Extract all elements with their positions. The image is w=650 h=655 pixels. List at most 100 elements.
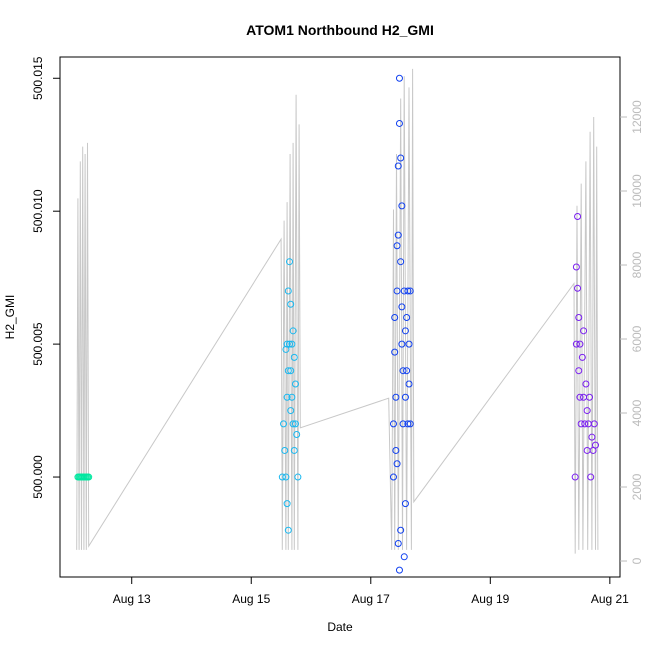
data-point: [398, 340, 406, 348]
data-point: [398, 303, 406, 311]
data-point: [290, 446, 298, 454]
data-point: [406, 420, 414, 428]
data-point: [85, 473, 93, 481]
data-point: [575, 314, 583, 322]
data-point: [576, 393, 584, 401]
data-point: [393, 242, 401, 250]
data-point: [394, 231, 402, 239]
data-point: [285, 258, 293, 266]
x-axis-label: Date: [327, 620, 353, 634]
data-point: [393, 287, 401, 295]
data-point: [401, 393, 409, 401]
data-point: [576, 340, 584, 348]
data-point: [283, 393, 291, 401]
y2-tick-label: 10000: [630, 174, 644, 208]
data-point: [404, 420, 412, 428]
x-tick-label: Aug 21: [591, 592, 629, 606]
data-point: [389, 473, 397, 481]
data-point: [394, 162, 402, 170]
data-point: [394, 540, 402, 548]
data-point: [578, 353, 586, 361]
data-point: [397, 526, 405, 534]
data-point: [588, 433, 596, 441]
data-point: [283, 500, 291, 508]
y2-tick-label: 0: [630, 557, 644, 564]
y-tick-label: 500.015: [31, 56, 45, 100]
data-point: [399, 367, 407, 375]
data-point: [391, 348, 399, 356]
data-point: [284, 367, 292, 375]
data-point: [398, 202, 406, 210]
data-point: [591, 441, 599, 449]
data-point: [405, 380, 413, 388]
data-point: [391, 314, 399, 322]
data-point: [392, 446, 400, 454]
y-tick-label: 500.010: [31, 189, 45, 233]
data-point: [582, 380, 590, 388]
data-point: [403, 314, 411, 322]
data-point: [581, 420, 589, 428]
x-tick-label: Aug 19: [471, 592, 509, 606]
data-point: [397, 258, 405, 266]
data-point: [574, 284, 582, 292]
chart-title: ATOM1 Northbound H2_GMI: [246, 22, 434, 38]
data-point: [293, 431, 301, 439]
data-point: [397, 154, 405, 162]
data-point: [282, 345, 290, 353]
data-point: [284, 526, 292, 534]
data-point: [572, 340, 580, 348]
y-tick-label: 500.000: [31, 455, 45, 499]
data-point: [406, 287, 414, 295]
data-point: [282, 473, 290, 481]
data-point: [580, 327, 588, 335]
data-point: [288, 393, 296, 401]
data-point: [587, 473, 595, 481]
data-point: [395, 119, 403, 127]
data-point: [287, 300, 295, 308]
data-point: [389, 420, 397, 428]
x-tick-label: Aug 17: [352, 592, 390, 606]
data-point: [280, 420, 288, 428]
data-point: [285, 340, 293, 348]
y2-tick-label: 8000: [630, 251, 644, 278]
data-point: [572, 263, 580, 271]
data-point: [291, 420, 299, 428]
x-tick-label: Aug 13: [113, 592, 151, 606]
y2-tick-label: 6000: [630, 325, 644, 352]
y-tick-label: 500.005: [31, 322, 45, 366]
data-point: [574, 213, 582, 221]
y2-tick-label: 2000: [630, 473, 644, 500]
data-line: [76, 68, 599, 554]
data-point: [399, 420, 407, 428]
data-point: [404, 287, 412, 295]
y-axis-label: H2_GMI: [3, 295, 17, 340]
data-point: [586, 393, 594, 401]
data-point: [288, 340, 296, 348]
data-point: [403, 367, 411, 375]
data-point: [289, 420, 297, 428]
data-point: [287, 367, 295, 375]
data-point: [571, 473, 579, 481]
data-point: [294, 473, 302, 481]
data-point: [395, 566, 403, 574]
data-point: [590, 420, 598, 428]
data-point: [577, 420, 585, 428]
data-point: [290, 353, 298, 361]
x-tick-label: Aug 15: [232, 592, 270, 606]
data-point: [291, 380, 299, 388]
data-point: [575, 367, 583, 375]
y2-tick-label: 4000: [630, 399, 644, 426]
data-point: [395, 74, 403, 82]
data-point: [284, 287, 292, 295]
data-point: [401, 327, 409, 335]
data-point: [393, 460, 401, 468]
y2-tick-label: 12000: [630, 100, 644, 134]
plot-box: [59, 56, 621, 578]
data-point: [281, 446, 289, 454]
data-point: [287, 407, 295, 415]
data-point: [289, 327, 297, 335]
data-point: [392, 393, 400, 401]
